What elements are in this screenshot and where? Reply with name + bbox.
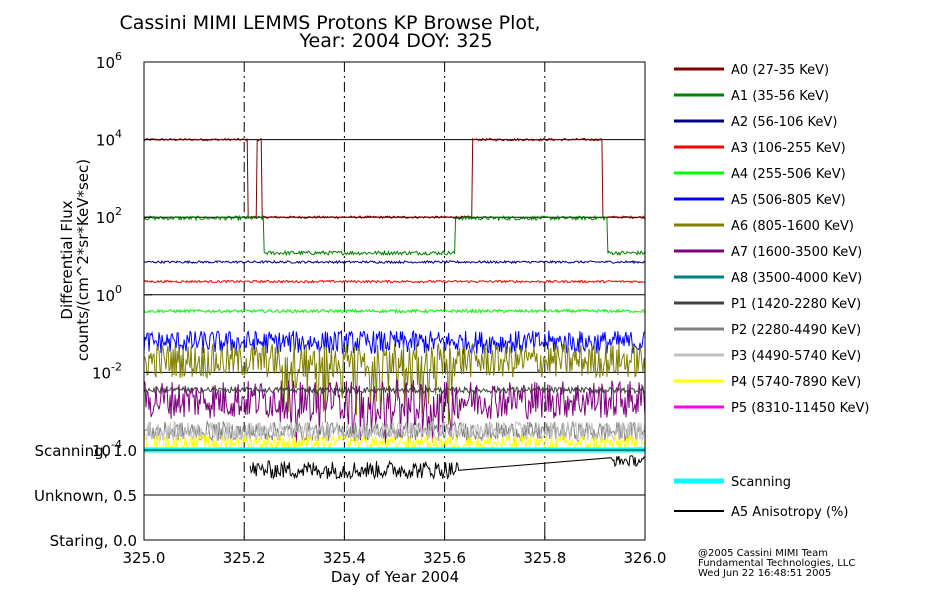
- legend-label: A7 (1600-3500 KeV): [731, 245, 862, 260]
- legend-label: A1 (35-56 KeV): [731, 89, 829, 104]
- x-axis-label: Day of Year 2004: [331, 568, 459, 586]
- mode-label: Staring, 0.0: [50, 532, 137, 550]
- mode-legend-label: Scanning: [731, 475, 791, 490]
- mode-series: [144, 447, 646, 481]
- series-line-p1: [143, 385, 646, 395]
- legend: A0 (27-35 KeV) A1 (35-56 KeV) A2 (56-106 K…: [674, 63, 869, 416]
- y-tick-label: 106: [96, 50, 122, 72]
- anisotropy-line: [249, 455, 646, 481]
- series-line-a4: [143, 308, 646, 315]
- legend-label: P2 (2280-4490 KeV): [731, 323, 861, 338]
- x-tick-label: 325.6: [423, 549, 466, 567]
- footer-copyright: @2005 Cassini MIMI Team: [698, 548, 828, 559]
- y-tick-label: 102: [96, 205, 122, 227]
- series-line-a1: [143, 214, 646, 257]
- legend-label: A2 (56-106 KeV): [731, 115, 837, 130]
- series-line-a7: [143, 378, 646, 445]
- mode-label: Unknown, 0.5: [34, 487, 137, 505]
- footer-timestamp: Wed Jun 22 16:48:51 2005: [698, 568, 831, 579]
- y-tick-label: 100: [96, 283, 122, 305]
- chart-subtitle: Year: 2004 DOY: 325: [298, 30, 492, 52]
- mode-legend-label: A5 Anisotropy (%): [731, 505, 848, 520]
- legend-label: P1 (1420-2280 KeV): [731, 297, 861, 312]
- legend-label: A3 (106-255 KeV): [731, 141, 846, 156]
- footer-company: Fundamental Technologies, LLC: [698, 558, 855, 569]
- y-tick-label: 10-2: [92, 360, 122, 382]
- x-tick-label: 325.8: [523, 549, 566, 567]
- x-tick-label: 325.2: [223, 549, 266, 567]
- x-tick-label: 325.0: [123, 549, 166, 567]
- chart-title: Cassini MIMI LEMMS Protons KP Browse Plo…: [119, 12, 540, 34]
- decade-lines: [144, 139, 645, 496]
- series-line-a2: [144, 259, 646, 265]
- y-tick-labels: 106 104 102 100 10-2 10-4: [92, 50, 152, 460]
- legend-label: A4 (255-506 KeV): [731, 167, 846, 182]
- series-line-a3: [143, 279, 646, 284]
- series-line-a0: [143, 137, 646, 220]
- legend-label: A8 (3500-4000 KeV): [731, 271, 862, 286]
- x-tick-label: 326.0: [624, 549, 667, 567]
- series-line-a6: [143, 342, 646, 425]
- mode-panel-frame: [143, 449, 646, 541]
- legend-label: A0 (27-35 KeV): [731, 63, 829, 78]
- legend-label: P3 (4490-5740 KeV): [731, 349, 861, 364]
- x-tick-label: 325.4: [323, 549, 366, 567]
- mode-label: Scanning, 1.0: [34, 442, 137, 460]
- x-tick-labels: 325.0 325.2 325.4 325.6 325.8 326.0: [123, 532, 667, 567]
- mode-labels: Scanning, 1.0 Unknown, 0.5 Staring, 0.0: [34, 442, 137, 550]
- mode-legend: Scanning A5 Anisotropy (%): [674, 475, 848, 520]
- series-line-p4: [143, 433, 646, 452]
- y-tick-label: 10-4: [92, 438, 122, 460]
- flux-series: [143, 137, 646, 452]
- legend-label: P5 (8310-11450 KeV): [731, 401, 869, 416]
- y-axis-units: counts/(cm^2*sr*KeV*sec): [74, 159, 92, 361]
- legend-label: P4 (5740-7890 KeV): [731, 375, 861, 390]
- legend-label: A6 (805-1600 KeV): [731, 219, 854, 234]
- legend-label: A5 (506-805 KeV): [731, 193, 846, 208]
- y-tick-label: 104: [96, 128, 122, 150]
- y-axis-label: Differential Flux: [58, 200, 76, 319]
